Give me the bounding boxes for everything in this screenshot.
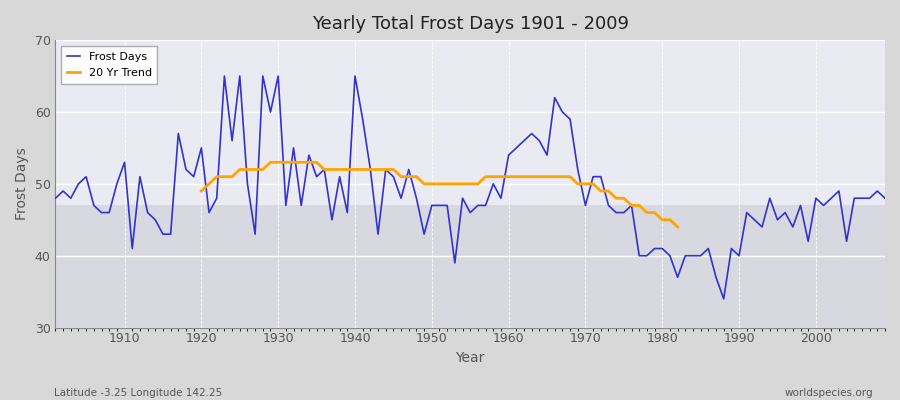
20 Yr Trend [427,182,437,186]
Title: Yearly Total Frost Days 1901 - 2009: Yearly Total Frost Days 1901 - 2009 [311,15,629,33]
Frost Days [603,203,614,208]
20 Yr Trend [664,217,675,222]
20 Yr Trend [334,167,345,172]
Frost Days [511,146,522,150]
Frost Days [503,153,514,158]
Legend: Frost Days, 20 Yr Trend: Frost Days, 20 Yr Trend [61,46,158,84]
Frost Days [50,196,61,201]
20 Yr Trend [672,224,683,229]
Text: Latitude -3.25 Longitude 142.25: Latitude -3.25 Longitude 142.25 [54,388,222,398]
X-axis label: Year: Year [455,351,485,365]
Bar [56,40,885,206]
Frost Days [288,146,299,150]
Line: Frost Days: Frost Days [56,76,885,299]
Frost Days [334,174,345,179]
Frost Days [718,296,729,301]
20 Yr Trend [534,174,544,179]
Line: 20 Yr Trend: 20 Yr Trend [202,162,678,227]
Frost Days [112,182,122,186]
20 Yr Trend [266,160,276,165]
Text: worldspecies.org: worldspecies.org [785,388,873,398]
20 Yr Trend [349,167,360,172]
20 Yr Trend [442,182,453,186]
Frost Days [879,196,890,201]
20 Yr Trend [196,189,207,194]
Y-axis label: Frost Days: Frost Days [15,148,29,220]
Bar [56,206,885,328]
Frost Days [219,74,230,78]
